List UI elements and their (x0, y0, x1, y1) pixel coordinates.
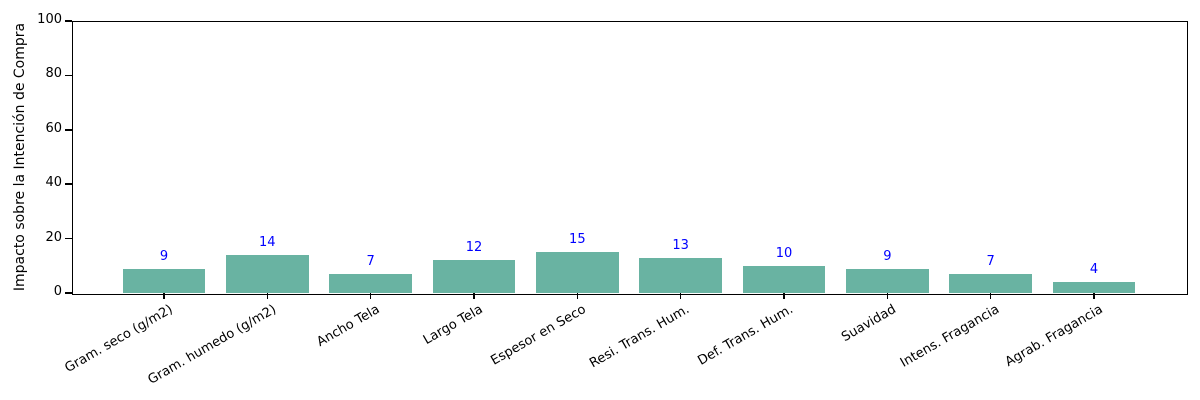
x-tick-mark (989, 293, 992, 299)
bar (639, 257, 722, 293)
y-tick-label: 80 (45, 66, 62, 82)
y-tick-mark (65, 129, 72, 131)
y-tick-label: 20 (45, 229, 62, 245)
x-tick-label: Resi. Trans. Hum. (587, 302, 693, 372)
x-tick-mark (783, 293, 785, 299)
bar-value-label: 15 (569, 232, 586, 248)
x-tick-mark (266, 293, 269, 299)
x-tick-mark (1093, 293, 1095, 299)
x-tick-label: Intens. Fragancia (898, 302, 1003, 371)
bar (225, 254, 309, 293)
bar (1052, 282, 1136, 293)
y-tick-label: 40 (45, 175, 62, 191)
y-tick-mark (65, 74, 72, 77)
bar (846, 268, 929, 293)
x-tick-mark (163, 293, 165, 299)
bar (949, 273, 1032, 293)
y-tick-mark (65, 183, 72, 185)
bar-value-label: 7 (986, 253, 995, 269)
bar-value-label: 12 (465, 240, 483, 256)
y-tick-mark (65, 20, 72, 22)
bar (329, 273, 412, 293)
x-tick-label: Espesor en Seco (488, 302, 589, 369)
bar-value-label: 9 (883, 248, 892, 264)
y-tick-label: 60 (45, 120, 62, 136)
y-tick-mark (65, 237, 72, 240)
y-tick-mark (65, 292, 72, 294)
bar (122, 268, 206, 293)
bar-value-label: 7 (366, 253, 375, 269)
x-tick-label: Suavidad (839, 302, 899, 346)
y-tick-label: 0 (53, 284, 62, 299)
bar (535, 252, 619, 293)
x-tick-mark (369, 293, 372, 299)
x-tick-label: Largo Tela (420, 302, 486, 348)
x-tick-mark (886, 293, 889, 299)
bar-value-label: 4 (1089, 262, 1099, 278)
x-tick-mark (576, 293, 579, 299)
x-tick-mark (473, 293, 475, 299)
y-axis-title: Impacto sobre la Intención de Compra (12, 22, 28, 292)
bar (742, 265, 826, 293)
y-tick-label: 100 (37, 12, 62, 27)
bar-value-label: 9 (159, 248, 169, 264)
bar-value-label: 14 (259, 234, 276, 250)
x-tick-label: Def. Trans. Hum. (695, 302, 796, 369)
x-tick-label: Agrab. Fragancia (1002, 302, 1106, 370)
x-tick-label: Ancho Tela (314, 302, 383, 350)
bar (432, 260, 516, 293)
bar-value-label: 13 (672, 237, 689, 253)
bar-value-label: 10 (775, 245, 793, 261)
x-tick-mark (679, 293, 682, 299)
x-tick-label: Gram. seco (g/m2) (62, 302, 176, 377)
